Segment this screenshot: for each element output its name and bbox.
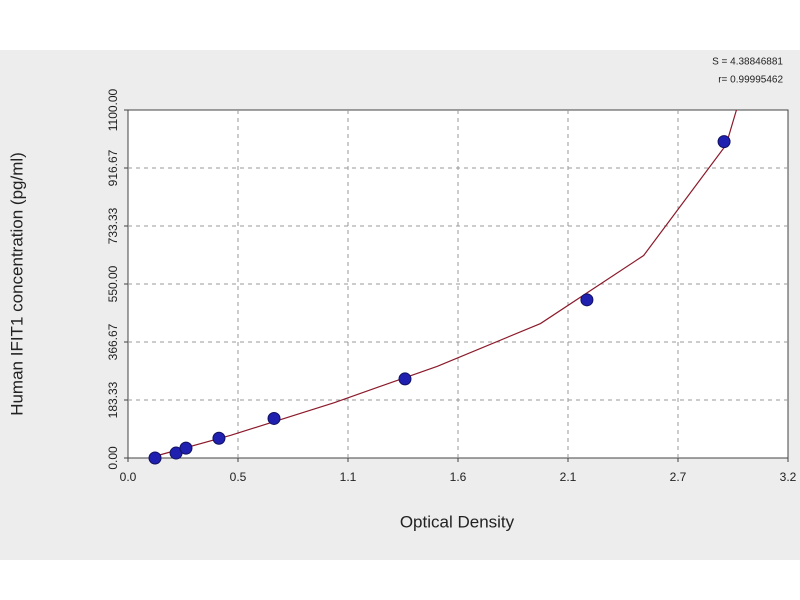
y-tick-label: 733.33 <box>106 207 120 244</box>
data-point <box>398 372 412 386</box>
x-tick-label: 1.1 <box>340 470 357 484</box>
y-tick-label: 0.00 <box>106 446 120 470</box>
data-point <box>580 293 594 307</box>
y-axis-label: Human IFIT1 concentration (pg/ml) <box>7 152 26 416</box>
data-point <box>267 411 281 425</box>
y-tick-label: 183.33 <box>106 381 120 418</box>
data-point <box>148 451 162 465</box>
annotation: S = 4.38846881 <box>712 57 783 68</box>
x-tick-label: 1.6 <box>450 470 467 484</box>
annotation: r= 0.99995462 <box>718 75 783 86</box>
data-point <box>212 431 226 445</box>
x-tick-label: 3.2 <box>780 470 797 484</box>
fit-curve <box>148 109 738 459</box>
x-tick-label: 0.5 <box>230 470 247 484</box>
x-axis-label: Optical Density <box>400 512 515 531</box>
y-tick-label: 550.00 <box>106 265 120 302</box>
data-point <box>179 441 193 455</box>
data-point <box>717 135 731 149</box>
x-tick-label: 2.7 <box>670 470 687 484</box>
y-tick-label: 366.67 <box>106 323 120 360</box>
x-tick-label: 2.1 <box>560 470 577 484</box>
y-tick-label: 1100.00 <box>106 88 120 131</box>
y-tick-label: 916.67 <box>106 149 120 186</box>
x-tick-label: 0.0 <box>120 470 137 484</box>
